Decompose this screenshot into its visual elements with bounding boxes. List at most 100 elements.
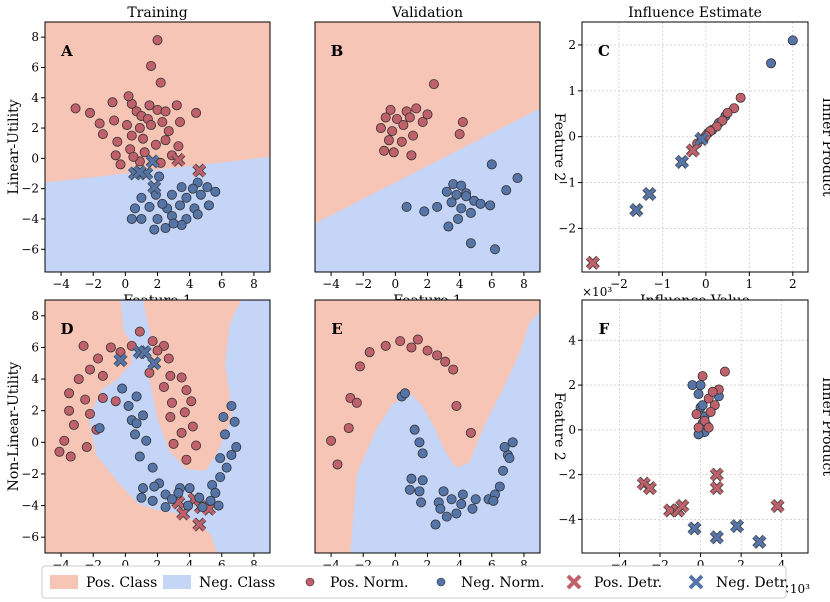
legend-label: Pos. Norm.: [330, 575, 408, 591]
x-tick-label: 4: [778, 558, 786, 572]
legend-item: Neg. Norm.: [436, 575, 545, 591]
pos-norm-point: [81, 442, 92, 453]
neg-detr-point: [687, 521, 702, 536]
neg-norm-point: [173, 487, 184, 498]
x-tick-label: 2: [154, 558, 162, 572]
pos-norm-point: [181, 454, 192, 465]
pos-norm-point: [144, 100, 155, 111]
neg-norm-point: [446, 494, 457, 505]
pos-norm-point: [85, 107, 96, 118]
pos-norm-point: [138, 133, 149, 144]
pos-norm-point: [160, 106, 171, 117]
pos-norm-point: [465, 427, 476, 438]
pos-norm-point: [176, 372, 187, 383]
neg-norm-point: [168, 218, 179, 229]
neg-norm-point: [94, 423, 105, 434]
neg-norm-point: [126, 213, 137, 224]
pos-norm-point: [326, 435, 337, 446]
x-tick-label: −2: [610, 277, 628, 291]
neg-detr-point: [709, 530, 724, 545]
neg-norm-point: [166, 494, 177, 505]
pos-detr-point: [709, 467, 724, 482]
pos-norm-point: [152, 35, 163, 46]
x-tick-label: −2: [354, 277, 372, 291]
y-tick-label: 4: [31, 91, 39, 105]
pos-norm-point: [722, 107, 733, 118]
pos-norm-point: [147, 336, 158, 347]
x-tick-label: 8: [250, 558, 258, 572]
points: [326, 334, 518, 530]
neg-norm-point: [205, 495, 216, 506]
y-tick-label: 2: [568, 38, 576, 52]
legend: Pos. Class Neg. Class Pos. Norm. Neg. Norm.…: [41, 565, 789, 599]
neg-norm-point: [149, 224, 160, 235]
x-tick-label: −4: [322, 277, 340, 291]
neg-norm-point: [152, 213, 163, 224]
pos-norm-point: [134, 326, 145, 337]
points: [375, 79, 523, 255]
neg-norm-point: [461, 191, 472, 202]
neg-norm-point: [404, 484, 415, 495]
legend-patch: [163, 575, 191, 589]
x-tick-label: 4: [186, 277, 194, 291]
neg-norm-point: [416, 497, 427, 508]
pos-norm-point: [179, 407, 190, 418]
pos-norm-point: [693, 422, 704, 433]
pos-norm-point: [343, 423, 354, 434]
neg-norm-point: [467, 503, 478, 514]
y-tick-label: −6: [21, 242, 39, 256]
x-exponent-label: ×10³: [780, 582, 810, 596]
y-axis-label: Feature 2: [551, 392, 567, 461]
pos-norm-point: [395, 336, 406, 347]
cross-stroke: [675, 499, 689, 513]
pos-norm-point: [332, 459, 343, 470]
pos-norm-point: [691, 409, 702, 420]
panel-title: Training: [127, 5, 187, 21]
neg-norm-point: [787, 35, 798, 46]
legend-label: Neg. Detr.: [716, 575, 789, 591]
neg-norm-point: [213, 500, 224, 511]
neg-norm-point: [147, 462, 158, 473]
pos-detr-point: [192, 163, 207, 178]
neg-norm-point: [494, 481, 505, 492]
pos-norm-point: [396, 136, 407, 147]
panel-letter: D: [60, 320, 73, 338]
neg-norm-point: [194, 492, 205, 503]
pos-norm-point: [187, 421, 198, 432]
points: [70, 35, 221, 235]
neg-norm-point: [229, 416, 240, 427]
y-tick-label: −4: [558, 512, 576, 526]
panel-title: Validation: [391, 5, 463, 21]
neg-norm-point: [697, 400, 708, 411]
neg-norm-point: [507, 437, 518, 448]
cross-stroke: [771, 499, 784, 513]
neg-norm-point: [160, 502, 171, 513]
x-tick-label: 2: [424, 277, 432, 291]
cross-stroke: [710, 530, 724, 544]
legend-dot: [305, 577, 315, 587]
neg-norm-point: [441, 511, 452, 522]
points: [636, 366, 785, 549]
neg-norm-point: [131, 391, 142, 402]
neg-norm-point: [123, 400, 134, 411]
y-tick-label: −2: [21, 182, 39, 196]
neg-norm-point: [187, 183, 198, 194]
neg-norm-point: [406, 473, 417, 484]
pos-norm-point: [97, 393, 108, 404]
pos-norm-point: [163, 126, 174, 137]
x-tick-label: 4: [456, 277, 464, 291]
row-label: Non-Linear-Utility: [6, 362, 22, 492]
pos-norm-point: [85, 364, 96, 375]
pos-norm-point: [404, 112, 415, 123]
neg-norm-point: [451, 189, 462, 200]
neg-norm-point: [144, 201, 155, 212]
y-tick-label: 2: [31, 121, 39, 135]
y-tick-label: −2: [21, 467, 39, 481]
pos-norm-point: [165, 370, 176, 381]
pos-norm-point: [428, 79, 439, 90]
pos-norm-point: [105, 342, 116, 353]
x-tick-label: 6: [488, 277, 496, 291]
panel-title: Influence Estimate: [628, 5, 762, 21]
